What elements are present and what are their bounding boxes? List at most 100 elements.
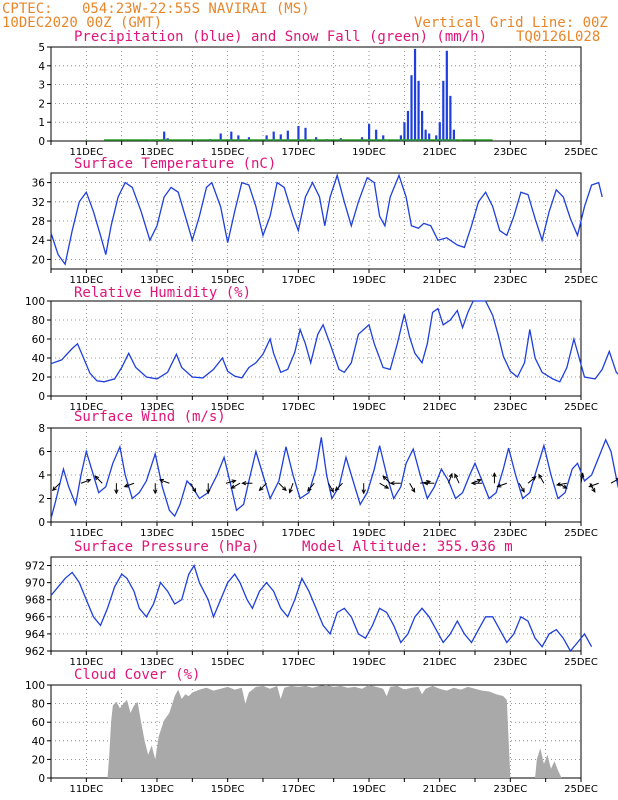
y-tick-label: 3: [38, 80, 45, 92]
y-tick-label: 40: [32, 736, 45, 748]
y-tick-label: 5: [38, 42, 45, 54]
x-tick-label: 13DEC: [140, 784, 174, 795]
wind-vector-head: [230, 484, 236, 489]
wind-vector-head: [94, 475, 100, 481]
wind-vector-head: [282, 486, 287, 492]
precipitation-bar: [265, 135, 268, 141]
precipitation-bar: [399, 135, 402, 141]
wind-vector-head: [86, 478, 92, 484]
panel-title-humidity: Relative Humidity (%): [74, 285, 251, 301]
precipitation-bar: [449, 95, 452, 141]
panel-title-cloud-cover: Cloud Cover (%): [74, 667, 200, 683]
x-tick-label: 25DEC: [564, 275, 598, 286]
precipitation-bar: [382, 135, 385, 141]
wind-vector-head: [231, 479, 237, 484]
x-tick-label: 23DEC: [493, 528, 527, 539]
y-tick-label: 60: [32, 717, 45, 729]
y-tick-label: 6: [38, 447, 45, 459]
x-tick-label: 13DEC: [140, 147, 174, 158]
precipitation-bar: [428, 133, 431, 141]
wind-vector-head: [329, 487, 334, 493]
header-code: TQ0126L028: [516, 29, 600, 45]
precipitation-bar: [413, 48, 417, 141]
precipitation-bar: [219, 133, 222, 141]
x-tick-label: 15DEC: [211, 657, 245, 668]
y-tick-label: 0: [38, 517, 45, 529]
y-tick-label: 964: [25, 629, 45, 641]
wind-vector-head: [411, 487, 416, 493]
x-tick-label: 11DEC: [69, 402, 103, 413]
wind-vector: [556, 482, 567, 486]
wind-vector: [527, 476, 536, 484]
wind-vector-head: [191, 487, 197, 493]
x-tick-label: 23DEC: [493, 657, 527, 668]
x-tick-label: 15DEC: [211, 402, 245, 413]
wind-vector: [379, 482, 389, 489]
y-tick-label: 20: [32, 372, 45, 384]
wind-vector: [538, 474, 545, 484]
precipitation-bar: [272, 131, 275, 141]
pressure-line: [50, 563, 593, 653]
wind-vector-head: [476, 478, 482, 484]
x-tick-label: 21DEC: [423, 657, 457, 668]
x-tick-label: 11DEC: [69, 784, 103, 795]
precipitation-bar: [424, 129, 427, 141]
wind-vector-head: [123, 483, 129, 488]
wind-vector: [497, 482, 507, 488]
panel-title-pressure: Surface Pressure (hPa): [74, 539, 259, 555]
x-tick-label: 17DEC: [281, 275, 315, 286]
humidity-line: [50, 300, 618, 383]
y-tick-label: 966: [25, 612, 45, 624]
x-tick-label: 11DEC: [69, 657, 103, 668]
header-source: CPTEC:: [2, 1, 53, 17]
wind-vector-head: [531, 476, 537, 481]
wind-vector-head: [158, 478, 164, 484]
panel-title-temperature: Surface Temperature (nC): [74, 156, 276, 172]
wind-vector: [518, 482, 525, 493]
x-tick-label: 15DEC: [211, 147, 245, 158]
snowfall-bar: [85, 140, 88, 141]
wind-vector-head: [114, 489, 119, 495]
wind-vector-head: [307, 486, 312, 492]
wind-vector-head: [288, 488, 293, 494]
x-tick-label: 25DEC: [564, 147, 598, 158]
precipitation-bar: [435, 135, 438, 141]
panel-title-wind: Surface Wind (m/s): [74, 409, 226, 425]
header-grid-note: Vertical Grid Line: 00Z: [414, 15, 608, 31]
wind-vector: [231, 482, 241, 489]
wind-vector-head: [448, 472, 453, 478]
x-tick-label: 21DEC: [423, 784, 457, 795]
y-tick-label: 962: [25, 646, 45, 658]
x-tick-label: 21DEC: [423, 402, 457, 413]
x-tick-label: 23DEC: [493, 402, 527, 413]
wind-vector-head: [361, 489, 366, 495]
x-tick-label: 13DEC: [140, 402, 174, 413]
precipitation-bar: [247, 137, 251, 141]
y-tick-label: 60: [32, 334, 45, 346]
wind-vector: [409, 482, 416, 493]
wind-line: [50, 437, 618, 519]
wind-vector-head: [538, 473, 543, 479]
x-tick-label: 15DEC: [211, 784, 245, 795]
x-tick-label: 11DEC: [69, 147, 103, 158]
wind-vector-head: [423, 481, 429, 486]
precipitation-bar: [403, 122, 406, 141]
wind-vector: [454, 473, 460, 484]
x-tick-label: 15DEC: [211, 275, 245, 286]
header-run: 10DEC2020 00Z (GMT): [2, 15, 162, 31]
wind-vector: [580, 473, 584, 484]
y-tick-label: 100: [25, 680, 45, 692]
wind-vector-head: [258, 486, 264, 492]
y-tick-label: 32: [32, 197, 45, 209]
x-tick-label: 19DEC: [352, 402, 386, 413]
precipitation-bar: [406, 110, 410, 141]
x-tick-label: 25DEC: [564, 657, 598, 668]
x-tick-label: 15DEC: [211, 528, 245, 539]
wind-vector: [335, 482, 343, 491]
wind-vector-head: [382, 475, 388, 481]
precipitation-bar: [163, 131, 166, 141]
y-tick-label: 8: [38, 423, 45, 435]
precipitation-bar: [410, 75, 413, 141]
x-tick-label: 21DEC: [423, 147, 457, 158]
y-tick-label: 20: [32, 254, 45, 266]
